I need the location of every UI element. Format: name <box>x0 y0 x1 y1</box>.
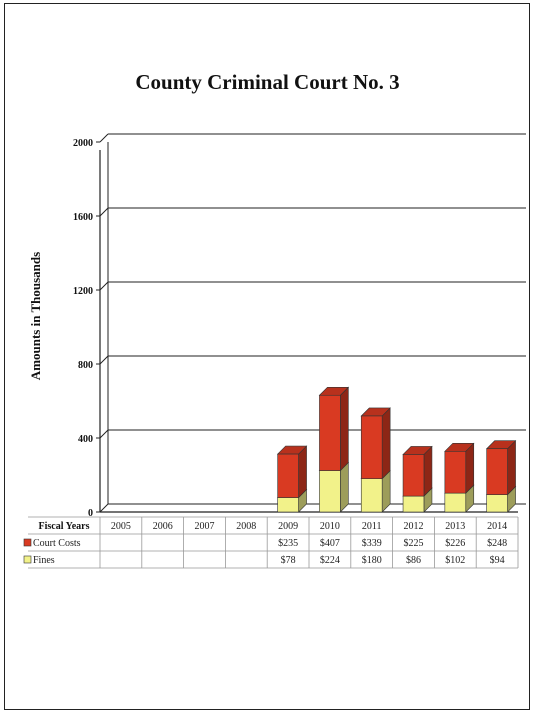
bar-fines <box>444 492 467 513</box>
data-label: $248 <box>487 538 507 549</box>
bar-court-costs <box>444 451 467 494</box>
y-tick-label: 1600 <box>73 212 93 223</box>
gridline-depth <box>99 207 109 217</box>
x-category-label: 2010 <box>320 521 340 532</box>
data-label: $235 <box>278 538 298 549</box>
data-label: $224 <box>320 555 340 566</box>
gridline-depth <box>99 133 109 143</box>
bar-side-court-costs <box>340 386 349 472</box>
x-category-label: 2005 <box>111 521 131 532</box>
bar-court-costs <box>402 454 425 497</box>
data-label: $225 <box>404 538 424 549</box>
y-tick-label: 1200 <box>73 286 93 297</box>
y-tick-label: 0 <box>88 508 93 519</box>
y-tick-label: 800 <box>78 360 93 371</box>
bar-fines <box>319 470 341 513</box>
data-label: $339 <box>362 538 382 549</box>
y-tick-label: 2000 <box>73 138 93 149</box>
gridline-depth <box>99 355 109 365</box>
bar-side-court-costs <box>298 445 307 499</box>
bar-fines <box>360 478 383 513</box>
x-category-label: 2007 <box>195 521 215 532</box>
bar-side-court-costs <box>465 442 475 494</box>
bar-side-court-costs <box>381 407 391 480</box>
legend-label: Fines <box>33 555 55 566</box>
x-category-label: 2011 <box>362 521 382 532</box>
data-label: $102 <box>445 555 465 566</box>
data-label: $94 <box>490 555 505 566</box>
data-label: $86 <box>406 555 421 566</box>
chart-title: County Criminal Court No. 3 <box>135 70 400 94</box>
bar-court-costs <box>360 415 383 479</box>
data-label: $226 <box>445 538 465 549</box>
x-category-label: 2008 <box>236 521 256 532</box>
x-category-label: 2012 <box>404 521 424 532</box>
x-category-label: 2014 <box>487 521 507 532</box>
data-label: $180 <box>362 555 382 566</box>
bar-fines <box>486 494 508 513</box>
bar-court-costs <box>277 453 299 498</box>
x-category-label: 2013 <box>445 521 465 532</box>
bar-court-costs <box>486 448 508 495</box>
data-label: $78 <box>281 555 296 566</box>
legend-label: Court Costs <box>33 538 81 549</box>
x-category-label: 2006 <box>153 521 173 532</box>
bar-fines <box>402 495 425 513</box>
bar-fines <box>277 497 299 513</box>
legend-swatch <box>23 555 32 564</box>
legend-swatch <box>23 538 32 547</box>
bar-side-court-costs <box>423 445 433 497</box>
table-header-label: Fiscal Years <box>38 521 89 532</box>
y-tick-label: 400 <box>78 434 93 445</box>
bar-side-fines <box>340 461 349 513</box>
gridline-depth <box>99 503 109 513</box>
gridline-depth <box>99 429 109 439</box>
gridline-depth <box>99 281 109 291</box>
data-label: $407 <box>320 538 340 549</box>
bar-side-court-costs <box>507 440 516 496</box>
bar-court-costs <box>319 394 341 471</box>
x-category-label: 2009 <box>278 521 298 532</box>
